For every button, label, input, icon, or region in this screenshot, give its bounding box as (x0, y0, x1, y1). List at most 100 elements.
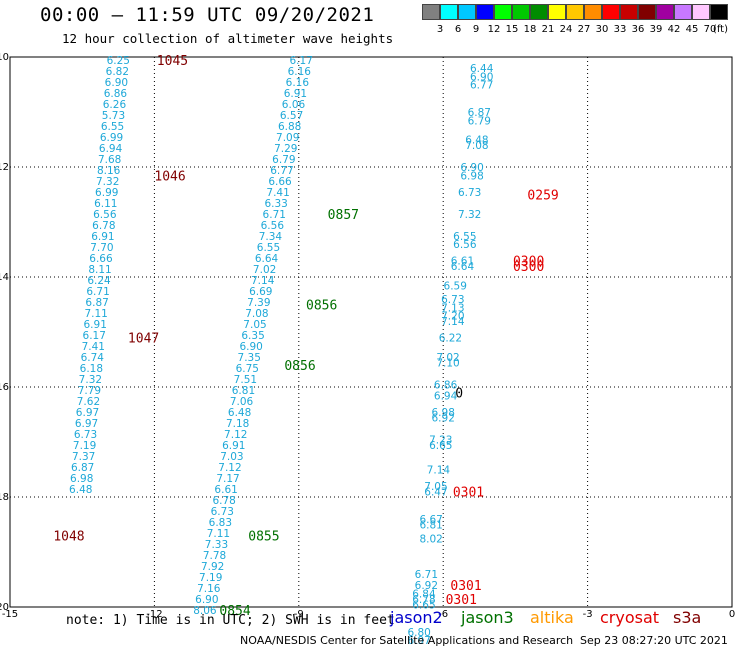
legend-label: 27 (577, 24, 591, 35)
wave-height-label: 6.71 (263, 209, 286, 221)
time-label: 0301 (450, 579, 481, 594)
wave-height-label: 6.80 (407, 627, 430, 639)
wave-height-label: 6.71 (86, 286, 109, 298)
legend-swatch (494, 4, 512, 20)
wave-height-label: 6.91 (84, 319, 107, 331)
y-tick-label: 14 (0, 272, 9, 283)
satellite-legend-item: jason3 (461, 608, 514, 627)
wave-height-label: 6.92 (432, 412, 455, 424)
legend-label: 33 (613, 24, 627, 35)
wave-height-label: 6.17 (83, 330, 106, 342)
wave-height-label: 7.12 (218, 462, 241, 474)
legend-swatch (602, 4, 620, 20)
wave-height-label: 6.98 (432, 407, 455, 419)
wave-height-label: 6.55 (101, 121, 124, 133)
legend-swatch (674, 4, 692, 20)
time-label: 1047 (128, 332, 159, 347)
y-tick-label: 20 (0, 602, 9, 613)
wave-height-label: 6.61 (214, 484, 237, 496)
credit-text: NOAA/NESDIS Center for Satellite Applica… (240, 634, 574, 647)
wave-height-label: 7.19 (73, 440, 96, 452)
wave-height-label: 6.92 (415, 580, 438, 592)
y-tick-label: 18 (0, 492, 9, 503)
x-tick-label: 0 (729, 609, 735, 620)
legend-label: 21 (541, 24, 555, 35)
legend-label: 70 (703, 24, 717, 35)
legend-label: 6 (454, 24, 462, 35)
satellite-legend-item: cryosat (600, 608, 660, 627)
legend-swatch (530, 4, 548, 20)
wave-height-label: 6.90 (195, 594, 218, 606)
wave-height-label: 6.56 (453, 239, 477, 251)
wave-height-label: 7.79 (78, 385, 101, 397)
wave-height-label: 6.84 (412, 588, 436, 600)
wave-height-label: 6.16 (286, 77, 310, 89)
satellite-legend-item: jason2 (390, 608, 443, 627)
wave-height-label: 6.67 (419, 514, 442, 526)
x-tick-label: -9 (294, 609, 304, 620)
plot-frame (9, 56, 733, 608)
legend-label: 36 (631, 24, 645, 35)
wave-height-label: 7.14 (251, 275, 275, 287)
wave-height-label: 7.41 (266, 187, 289, 199)
legend-label: 18 (523, 24, 537, 35)
legend-label: 30 (595, 24, 609, 35)
time-label: 0 (455, 387, 463, 402)
wave-height-label: 7.32 (96, 176, 119, 188)
wave-height-label: 6.65 (429, 440, 452, 452)
wave-height-label: 6.74 (81, 352, 105, 364)
wave-height-label: 6.73 (441, 294, 464, 306)
wave-height-label: 6.97 (76, 407, 99, 419)
legend-swatch (440, 4, 458, 20)
wave-height-label: 6.66 (89, 253, 113, 265)
wave-height-label: 7.11 (207, 528, 230, 540)
wave-height-label: 7.37 (72, 451, 95, 463)
wave-height-label: 7.39 (247, 297, 270, 309)
wave-height-label: 6.99 (95, 187, 118, 199)
wave-height-label: 6.06 (282, 99, 306, 111)
wave-height-label: 7.32 (458, 209, 481, 221)
wave-height-label: 7.06 (230, 396, 254, 408)
wave-height-label: 7.08 (245, 308, 268, 320)
wave-height-label: 7.20 (441, 311, 464, 323)
legend-swatch (458, 4, 476, 20)
wave-height-label: 6.91 (91, 231, 114, 243)
legend-label: 39 (649, 24, 663, 35)
wave-height-label: 7.34 (259, 231, 283, 243)
wave-height-label: 7.18 (226, 418, 249, 430)
wave-height-label: 6.56 (261, 220, 285, 232)
page-title: 00:00 – 11:59 UTC 09/20/2021 (40, 4, 375, 26)
wave-height-label: 6.22 (439, 333, 462, 345)
time-label: 0259 (527, 189, 558, 204)
wave-height-label: 7.05 (424, 481, 447, 493)
wave-height-label: 7.11 (84, 308, 107, 320)
wave-height-label: 6.55 (257, 242, 280, 254)
legend-swatch (692, 4, 710, 20)
wave-height-label: 6.90 (105, 77, 128, 89)
wave-height-label: 6.86 (104, 88, 128, 100)
wave-height-label: 6.26 (103, 99, 127, 111)
wave-height-label: 8.11 (88, 264, 111, 276)
wave-height-label: 6.48 (228, 407, 251, 419)
satellite-legend-item: altika (530, 608, 574, 627)
wave-height-label: 6.59 (444, 280, 467, 292)
legend-swatch (422, 4, 440, 20)
wave-height-label: 6.81 (419, 520, 442, 532)
wave-height-label: 6.56 (93, 209, 117, 221)
wave-height-label: 6.99 (100, 132, 123, 144)
wave-height-label: 7.51 (234, 374, 257, 386)
legend-label: 12 (487, 24, 501, 35)
time-label: 0856 (306, 299, 337, 314)
wave-height-label: 7.05 (243, 319, 266, 331)
wave-height-label: 7.23 (429, 434, 452, 446)
wave-height-label: 6.73 (458, 187, 481, 199)
time-label: 1046 (154, 169, 185, 184)
time-label: 1048 (53, 530, 84, 545)
wave-height-label: 6.69 (249, 286, 272, 298)
footnote: note: 1) Time is in UTC; 2) SWH is in fe… (66, 613, 395, 628)
map-plot-area: -15-12-9-6-301012141618206.256.826.906.8… (0, 52, 735, 647)
wave-height-label: 7.13 (441, 302, 464, 314)
wave-height-label: 8.06 (193, 605, 217, 617)
wave-height-label: 6.98 (460, 170, 483, 182)
wave-height-label: 6.77 (270, 165, 293, 177)
